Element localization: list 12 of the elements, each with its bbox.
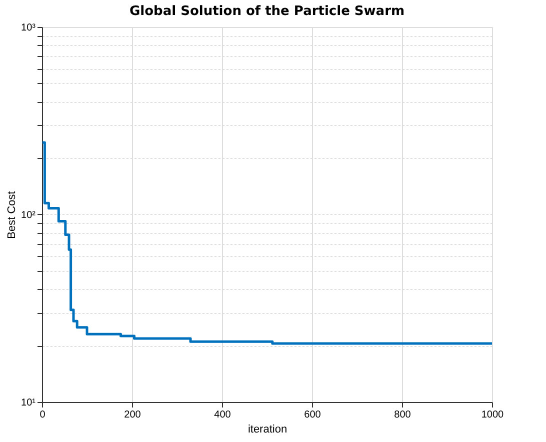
x-tick-label: 400 — [214, 410, 232, 420]
y-axis-title: Best Cost — [6, 191, 18, 239]
y-tick-label: 10¹ — [21, 398, 36, 408]
y-tick-label: 10² — [21, 210, 36, 221]
y-tick-label: 10³ — [21, 22, 36, 34]
x-tick-label: 200 — [124, 410, 142, 420]
chart-title: Global Solution of the Particle Swarm — [129, 4, 405, 19]
x-tick-label: 1000 — [481, 410, 504, 420]
x-tick-label: 600 — [304, 410, 322, 420]
x-tick-label: 0 — [40, 410, 46, 420]
x-tick-label: 800 — [394, 410, 412, 420]
x-axis-title: iteration — [248, 424, 288, 436]
